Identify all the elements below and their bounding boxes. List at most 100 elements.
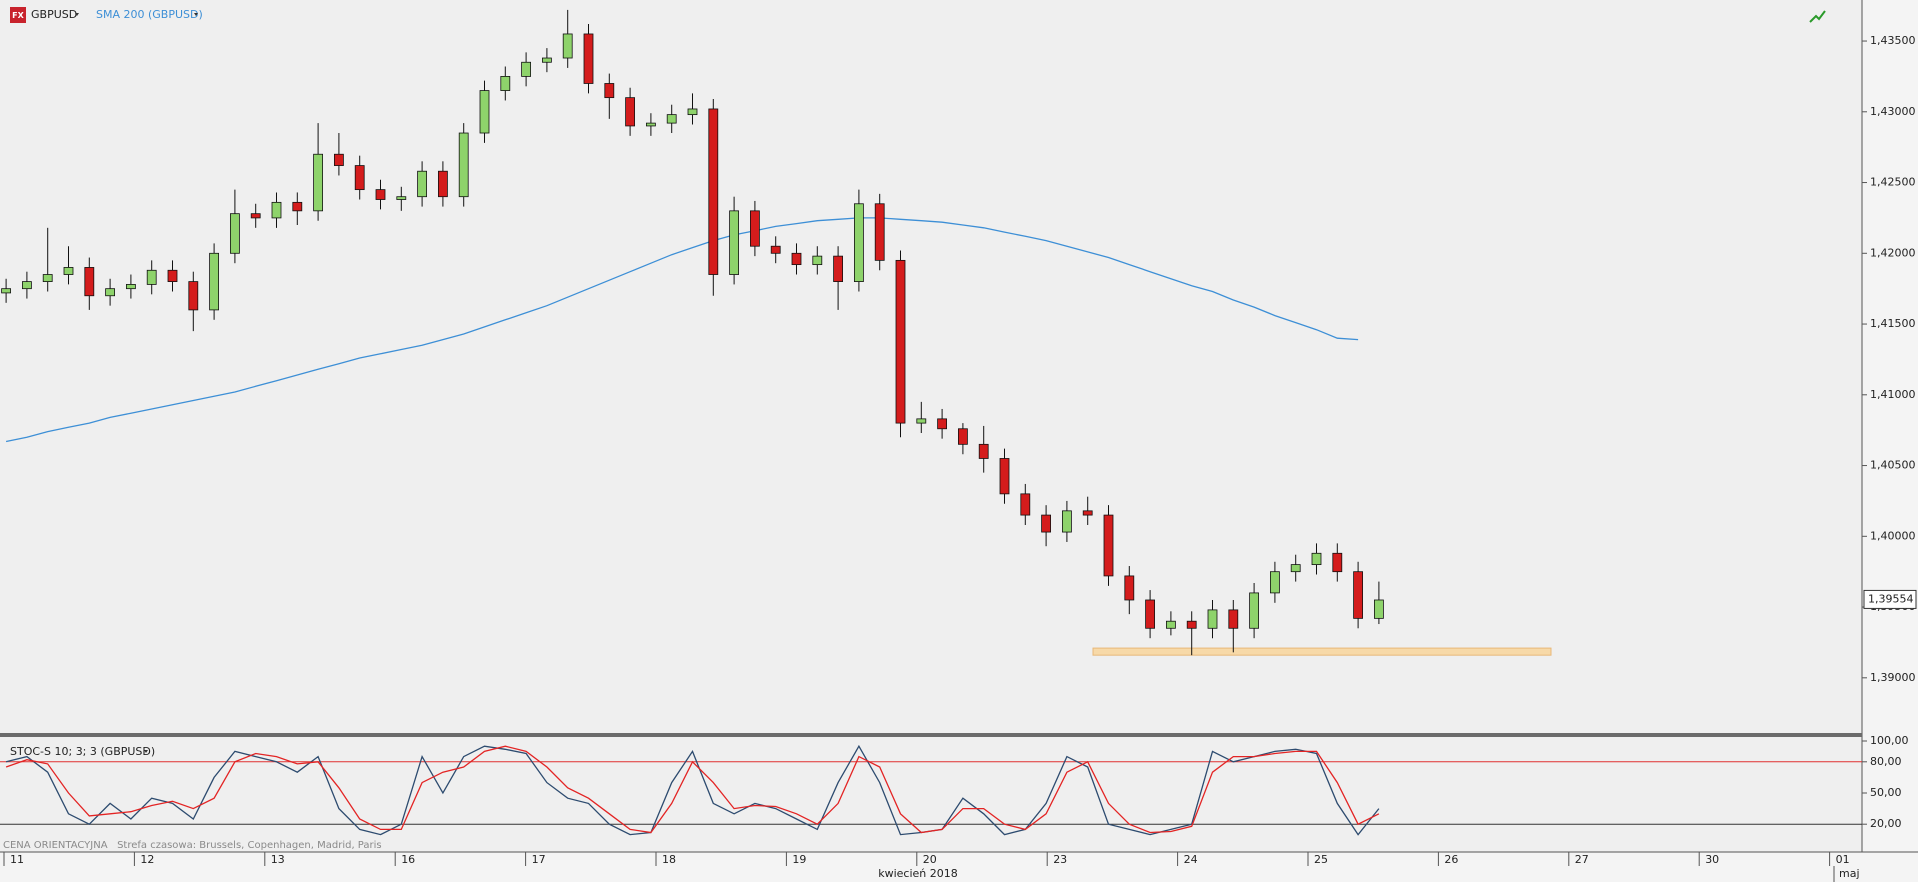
candle-body [937, 418, 947, 430]
x-tick-label: 01 [1836, 853, 1850, 866]
candle-body [562, 33, 573, 59]
footer-note: CENA ORIENTACYJNA Strefa czasowa: Brusse… [3, 840, 382, 851]
candle-body [854, 203, 864, 282]
candle-body [292, 201, 303, 212]
x-tick-label: 13 [271, 853, 285, 866]
trend-icon[interactable] [1809, 10, 1826, 23]
x-tick-label: 20 [923, 853, 937, 866]
candle-body [209, 252, 220, 311]
candle-body [63, 267, 74, 275]
sma-label[interactable]: SMA 200 (GBPUSD) [96, 8, 203, 21]
dropdown[interactable] [194, 13, 198, 16]
candle-body [1145, 599, 1155, 629]
instrument-title[interactable]: GBPUSD [31, 8, 77, 21]
indicator-title[interactable]: STOC-S 10; 3; 3 (GBPUSD) [10, 745, 155, 758]
candle-body [978, 443, 989, 459]
candle-body [500, 76, 511, 91]
y-tick-label: 20,00 [1870, 817, 1902, 830]
candle-body [750, 210, 760, 247]
panel-splitter [0, 733, 1862, 737]
y-tick-label: 1,43500 [1870, 34, 1916, 47]
candle-body [1186, 620, 1197, 629]
y-tick-label: 1,40000 [1870, 529, 1916, 542]
candle-body [313, 153, 324, 212]
candle-body [583, 33, 594, 84]
candle-body [1103, 514, 1114, 577]
x-tick-label: 23 [1053, 853, 1067, 866]
candle-body [250, 213, 261, 219]
fx-icon[interactable] [10, 7, 26, 23]
y-tick-label: 1,41500 [1870, 317, 1916, 330]
next-month-label: maj [1839, 867, 1860, 880]
candle-body [42, 274, 53, 282]
price-axis-bg [1862, 0, 1918, 882]
sma-line [5, 217, 1359, 443]
candle-body [1249, 592, 1259, 629]
candle-body [1124, 575, 1135, 601]
x-tick-label: 11 [10, 853, 24, 866]
dropdown[interactable] [75, 13, 79, 16]
candle-body [999, 458, 1010, 495]
candle-body [105, 288, 115, 297]
fx-icon-text: FX [12, 11, 24, 20]
candle-body [1228, 609, 1239, 629]
month-label: kwiecień 2018 [878, 867, 958, 880]
candle-body [271, 201, 282, 219]
candle-body [708, 108, 719, 275]
candle-body [333, 153, 344, 166]
candle-body [417, 170, 428, 198]
candle-body [1041, 514, 1051, 533]
candle-body [1020, 493, 1031, 516]
candle-body [833, 255, 843, 282]
candle-body [167, 269, 178, 282]
candle-body [895, 259, 906, 424]
y-tick-label: 1,42000 [1870, 246, 1916, 259]
candle-body [375, 189, 386, 200]
x-tick-label: 25 [1314, 853, 1328, 866]
candle-body [1332, 552, 1343, 573]
x-tick-label: 17 [532, 853, 546, 866]
candle-body [1290, 564, 1301, 573]
candle-body [646, 122, 656, 127]
candle-body [1, 288, 11, 294]
oscillator-line [5, 745, 1380, 834]
y-tick-label: 1,41000 [1870, 388, 1916, 401]
candle-body [625, 97, 635, 127]
candle-body [188, 281, 199, 311]
candle-body [958, 428, 968, 445]
candle-body [354, 165, 365, 191]
y-tick-label: 80,00 [1870, 755, 1902, 768]
candle-body [542, 57, 552, 63]
candle-body [770, 245, 781, 254]
last-price-label: 1,39554 [1868, 592, 1914, 605]
candle-body [729, 210, 739, 275]
dropdown[interactable] [144, 750, 148, 753]
candle-body [874, 203, 885, 261]
x-tick-label: 16 [401, 853, 415, 866]
y-tick-label: 100,00 [1870, 734, 1909, 747]
x-tick-label: 12 [140, 853, 154, 866]
y-tick-label: 50,00 [1870, 786, 1902, 799]
candle-body [84, 267, 95, 297]
oscillator-line [5, 744, 1380, 836]
candle-body [604, 83, 615, 99]
y-tick-label: 1,43000 [1870, 105, 1916, 118]
candle-body [126, 284, 136, 290]
x-tick-label: 18 [662, 853, 676, 866]
candle-body [1353, 571, 1363, 619]
y-tick-label: 1,42500 [1870, 176, 1916, 189]
candle-body [21, 281, 32, 290]
candle-body [458, 132, 469, 198]
candle-body [396, 196, 407, 200]
candle-body [791, 252, 802, 266]
candle-body [479, 90, 490, 134]
candle-body [146, 269, 157, 285]
candle-body [1082, 510, 1093, 516]
x-tick-label: 26 [1444, 853, 1458, 866]
x-tick-label: 24 [1184, 853, 1198, 866]
candle-body [1311, 552, 1322, 566]
candle-body [1270, 571, 1280, 594]
y-tick-label: 1,39000 [1870, 671, 1916, 684]
